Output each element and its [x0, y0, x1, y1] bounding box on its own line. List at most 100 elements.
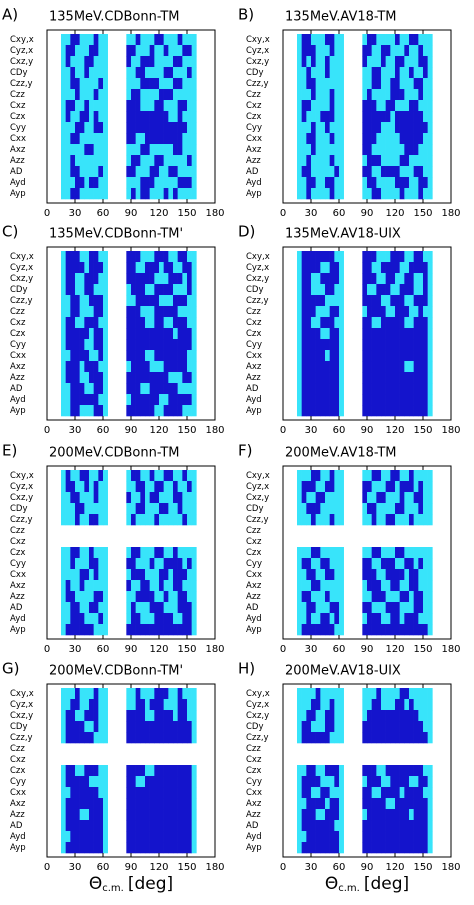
- cell: [93, 284, 99, 296]
- cell: [93, 514, 99, 526]
- x-tick-label: 180: [441, 862, 460, 873]
- cell: [320, 580, 326, 592]
- cell: [325, 372, 330, 384]
- cell: [61, 809, 66, 821]
- cell: [70, 251, 76, 263]
- cell: [65, 613, 71, 625]
- cell: [182, 842, 188, 854]
- cell: [65, 732, 71, 744]
- cell: [311, 503, 316, 515]
- cell: [297, 602, 302, 614]
- cell: [65, 514, 71, 526]
- cell: [75, 613, 80, 625]
- cell: [311, 177, 316, 189]
- cell: [93, 361, 99, 373]
- cell: [61, 765, 66, 777]
- cell: [191, 613, 197, 625]
- cell: [79, 776, 85, 788]
- cell: [168, 273, 174, 285]
- cell: [320, 710, 326, 722]
- cell: [334, 251, 340, 263]
- cell: [413, 262, 419, 274]
- cell: [131, 831, 136, 843]
- cell: [65, 503, 71, 515]
- cell: [75, 166, 80, 178]
- cell: [61, 133, 66, 145]
- cell: [173, 339, 178, 351]
- cell: [173, 394, 178, 406]
- cell: [84, 111, 90, 123]
- cell: [98, 602, 104, 614]
- cell: [404, 67, 410, 79]
- cell: [301, 45, 307, 57]
- cell: [182, 361, 188, 373]
- cell: [297, 144, 302, 156]
- cell: [173, 787, 178, 799]
- cell: [145, 284, 150, 296]
- cell: [70, 710, 76, 722]
- cell: [126, 798, 132, 810]
- cell: [126, 133, 132, 145]
- cell: [177, 89, 183, 101]
- cell: [98, 820, 104, 832]
- cell: [404, 328, 410, 340]
- cell: [367, 133, 372, 145]
- cell: [339, 765, 344, 777]
- cell: [367, 144, 372, 156]
- cell: [301, 350, 307, 362]
- cell: [376, 470, 382, 482]
- cell: [385, 820, 391, 832]
- cell: [61, 188, 66, 200]
- cell: [149, 492, 155, 504]
- cell: [79, 842, 85, 854]
- cell: [65, 328, 71, 340]
- cell: [140, 328, 146, 340]
- cell: [168, 481, 174, 493]
- cell: [371, 624, 377, 636]
- cell: [126, 122, 132, 134]
- cell: [418, 56, 424, 68]
- cell: [75, 155, 80, 167]
- cell: [404, 842, 410, 854]
- cell: [413, 133, 419, 145]
- cell: [182, 688, 188, 700]
- cell: [371, 78, 377, 90]
- cell: [297, 492, 302, 504]
- cell: [103, 602, 108, 614]
- cell: [126, 251, 132, 263]
- cell: [182, 122, 188, 134]
- cell: [187, 591, 192, 603]
- cell: [418, 732, 424, 744]
- row-label: Czx: [246, 766, 261, 776]
- cell: [61, 831, 66, 843]
- cell: [418, 306, 424, 318]
- cell: [320, 133, 326, 145]
- x-tick-label: 30: [305, 644, 318, 655]
- cell: [65, 155, 71, 167]
- cell: [423, 602, 428, 614]
- cell: [399, 776, 405, 788]
- cell: [297, 688, 302, 700]
- cell: [376, 166, 382, 178]
- cell: [173, 111, 178, 123]
- cell: [325, 328, 330, 340]
- cell: [334, 798, 340, 810]
- cell: [173, 34, 178, 46]
- cell: [390, 89, 396, 101]
- cell: [126, 492, 132, 504]
- cell: [163, 503, 169, 515]
- cell: [65, 361, 71, 373]
- cell: [75, 372, 80, 384]
- cell: [315, 732, 321, 744]
- row-label: CDy: [10, 504, 28, 514]
- cell: [381, 306, 386, 318]
- cell: [154, 306, 160, 318]
- cell: [187, 514, 192, 526]
- cell: [93, 602, 99, 614]
- cell: [390, 295, 396, 307]
- cell: [140, 317, 146, 329]
- cell: [339, 383, 344, 395]
- cell: [427, 776, 433, 788]
- cell: [163, 111, 169, 123]
- cell: [191, 317, 197, 329]
